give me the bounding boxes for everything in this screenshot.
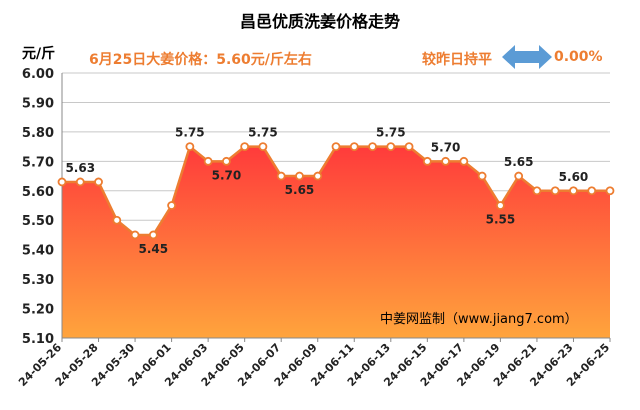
data-point [276, 171, 286, 181]
data-point [130, 230, 140, 240]
y-tick-label: 5.90 [22, 96, 54, 111]
data-label: 5.70 [431, 140, 461, 154]
compare-value: 0.00% [554, 49, 603, 65]
data-point [477, 171, 487, 181]
data-point [221, 156, 231, 166]
data-point [368, 142, 377, 152]
data-label: 5.45 [139, 242, 169, 256]
price-area [62, 146, 610, 338]
data-point [349, 142, 359, 152]
y-tick-label: 5.60 [22, 185, 54, 200]
data-point [240, 142, 250, 152]
y-tick-label: 5.10 [22, 332, 54, 347]
y-tick-label: 5.20 [22, 303, 54, 318]
compare-label: 较昨日持平 [422, 52, 492, 68]
data-label: 5.70 [212, 168, 242, 182]
data-point [495, 201, 505, 210]
data-point [112, 215, 122, 225]
data-point [514, 171, 524, 181]
chart-title: 昌邑优质洗姜价格走势 [239, 12, 400, 31]
double-arrow-icon [502, 44, 552, 74]
price-note: 6月25日大姜价格：5.60元/斤左右 [89, 52, 312, 68]
data-point [75, 177, 85, 187]
data-label: 5.75 [248, 126, 278, 140]
y-tick-label: 5.40 [22, 244, 54, 259]
data-point [569, 186, 578, 196]
data-point [57, 177, 67, 187]
data-label: 5.63 [65, 161, 95, 175]
y-tick-label: 5.80 [22, 126, 54, 141]
data-point [441, 156, 451, 166]
data-point [313, 171, 323, 181]
data-point [422, 156, 432, 166]
data-point [605, 186, 615, 196]
data-label: 5.75 [376, 126, 406, 140]
data-point [94, 177, 103, 187]
data-point [258, 142, 268, 152]
data-point [587, 186, 597, 196]
y-tick-label: 5.70 [22, 155, 54, 170]
y-unit-label: 元/斤 [22, 46, 56, 62]
y-tick-label: 5.50 [22, 214, 54, 229]
data-point [185, 142, 195, 152]
data-label: 5.55 [486, 213, 516, 227]
data-point [167, 201, 177, 210]
data-point [331, 142, 341, 152]
data-label: 5.65 [285, 183, 315, 197]
data-point [148, 230, 158, 240]
y-tick-label: 5.30 [22, 273, 54, 288]
data-point [386, 142, 396, 152]
y-tick-label: 6.00 [22, 67, 54, 82]
data-point [404, 142, 414, 152]
data-label: 5.75 [175, 126, 205, 140]
data-point [532, 186, 542, 196]
data-point [203, 156, 213, 166]
data-point [295, 171, 304, 181]
data-point [459, 156, 469, 166]
data-point [550, 186, 560, 196]
watermark: 中姜网监制（www.jiang7.com） [380, 312, 578, 327]
data-label: 5.65 [504, 155, 534, 169]
data-label: 5.60 [559, 170, 589, 184]
